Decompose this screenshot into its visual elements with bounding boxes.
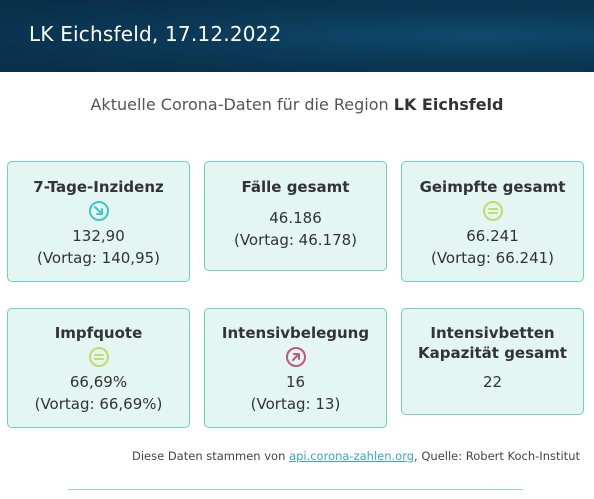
divider (68, 489, 523, 490)
card-icu-capacity: Intensivbetten Kapazität gesamt 22 (401, 308, 584, 415)
arrow-up-right-icon (285, 347, 306, 367)
card-previous-value: (Vortag: 46.178) (233, 231, 358, 249)
card-icu-occupancy: Intensivbelegung 16 (Vortag: 13) (204, 308, 387, 428)
equals-icon (482, 201, 503, 221)
card-incidence: 7-Tage-Inzidenz 132,90 (Vortag: 140,95) (7, 161, 190, 282)
card-title: Impfquote (54, 324, 143, 342)
card-title: Intensivbelegung (221, 324, 370, 342)
card-value: 66,69% (69, 373, 128, 391)
card-title: Fälle gesamt (241, 178, 350, 196)
card-title-line2: Kapazität gesamt (418, 344, 567, 362)
card-value: 46.186 (269, 209, 322, 227)
card-vaccinated: Geimpfte gesamt 66.241 (Vortag: 66.241) (401, 161, 584, 282)
card-title: Geimpfte gesamt (419, 178, 566, 196)
card-previous-value: (Vortag: 66,69%) (34, 395, 163, 413)
card-cases: Fälle gesamt 46.186 (Vortag: 46.178) (204, 161, 387, 271)
subtitle-text: Aktuelle Corona-Daten für die Region (90, 95, 394, 114)
equals-icon (88, 347, 109, 367)
card-previous-value: (Vortag: 13) (250, 395, 341, 413)
source-suffix: , Quelle: Robert Koch-Institut (414, 449, 580, 463)
source-note: Diese Daten stammen von api.corona-zahle… (132, 449, 580, 463)
region-subtitle: Aktuelle Corona-Daten für die Region LK … (0, 95, 594, 114)
api-link[interactable]: api.corona-zahlen.org (289, 449, 415, 463)
card-value: 132,90 (72, 227, 125, 245)
region-name: LK Eichsfeld (393, 95, 504, 114)
card-previous-value: (Vortag: 140,95) (36, 249, 161, 267)
header-bar: LK Eichsfeld, 17.12.2022 (0, 0, 594, 72)
card-vaccination-rate: Impfquote 66,69% (Vortag: 66,69%) (7, 308, 190, 428)
source-prefix: Diese Daten stammen von (131, 449, 290, 463)
card-value: 22 (482, 373, 503, 391)
card-value: 66.241 (466, 227, 519, 245)
card-title: 7-Tage-Inzidenz (33, 178, 164, 196)
card-title-line1: Intensivbetten (430, 324, 555, 342)
card-value: 16 (285, 373, 306, 391)
card-previous-value: (Vortag: 66.241) (430, 249, 555, 267)
page-title: LK Eichsfeld, 17.12.2022 (29, 22, 282, 46)
arrow-down-right-icon (88, 201, 109, 221)
